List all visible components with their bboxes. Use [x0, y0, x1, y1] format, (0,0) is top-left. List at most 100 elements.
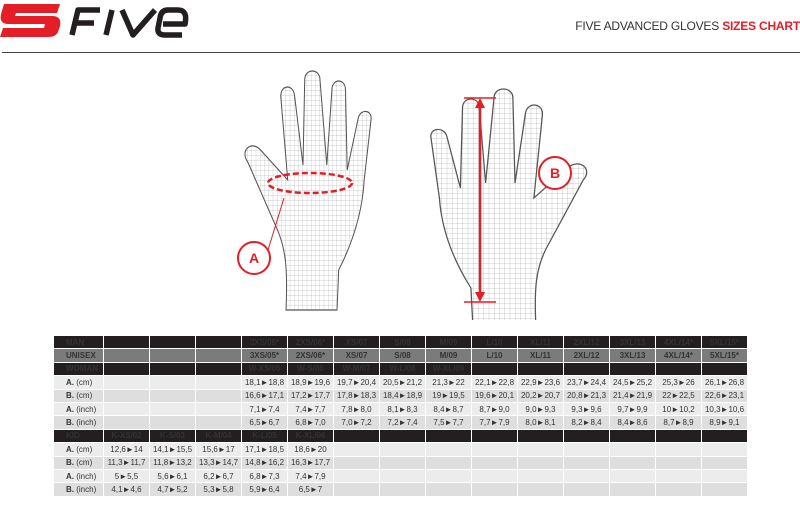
- table-cell: 19,6►20,1: [472, 389, 517, 402]
- row-label-text: (inch): [76, 404, 97, 414]
- table-cell: [656, 429, 701, 443]
- marker-a: A: [237, 197, 285, 275]
- table-cell: 10,3►10,6: [702, 402, 747, 416]
- table-cell: [150, 376, 195, 389]
- table-cell: [334, 443, 379, 456]
- row-label-letter: B.: [66, 484, 74, 494]
- table-cell: [196, 336, 241, 349]
- row-label-text: WOMAN: [66, 364, 98, 374]
- table-cell: 5►5,5: [104, 469, 149, 483]
- table-cell: [564, 469, 609, 483]
- table-cell: [104, 389, 149, 402]
- table-cell: [702, 443, 747, 456]
- table-row: UNISEX 3XS/05* 2XS/06* XS/07 S/08 M/09 L/10 XL/…: [54, 349, 747, 362]
- row-label-letter: A.: [66, 404, 74, 414]
- row-label: A. (cm): [54, 443, 103, 456]
- table-cell: [656, 483, 701, 496]
- table-cell: 18,1►18,8: [242, 376, 287, 389]
- table-cell: 4XL/14*: [656, 336, 701, 349]
- table-cell: [196, 362, 241, 376]
- table-cell: 16,3►17,7: [288, 456, 333, 469]
- table-cell: XL/11: [518, 349, 563, 362]
- table-cell: [472, 362, 517, 376]
- table-cell: 8,1►8,3: [380, 402, 425, 416]
- table-cell: [472, 483, 517, 496]
- table-cell: 7,1►7,4: [242, 402, 287, 416]
- table-cell: W-XS/05: [242, 362, 287, 376]
- table-row: A. (cm) 12,6►14 14,1►15,5 15,6►17 17,1►18,5 1…: [54, 443, 747, 456]
- table-cell: L/10: [472, 349, 517, 362]
- table-cell: [196, 389, 241, 402]
- table-cell: 20,8►21,3: [564, 389, 609, 402]
- table-cell: 6,8►7,3: [242, 469, 287, 483]
- row-label: A. (inch): [54, 469, 103, 483]
- table-cell: 16,6►17,1: [242, 389, 287, 402]
- row-label-text: UNISEX: [66, 351, 96, 361]
- table-cell: 9,3►9,6: [564, 402, 609, 416]
- table-cell: 13,3►14,7: [196, 456, 241, 469]
- table-cell: [610, 469, 655, 483]
- row-label-text: (cm): [76, 444, 93, 454]
- table-cell: [564, 456, 609, 469]
- table-cell: 8,2►8,4: [564, 416, 609, 429]
- row-label-text: (cm): [76, 377, 93, 387]
- table-cell: K-S/03: [150, 429, 195, 443]
- row-label-text: (inch): [76, 484, 97, 494]
- table-cell: [610, 483, 655, 496]
- title-prefix: FIVE ADVANCED GLOVES: [575, 19, 723, 33]
- table-cell: [196, 376, 241, 389]
- table-row: A. (inch) 5►5,5 5,6►6,1 6,2►6,7 6,8►7,3 7,4►7…: [54, 469, 747, 483]
- table-cell: 2XL/12: [564, 349, 609, 362]
- table-cell: K-XL/06: [288, 429, 333, 443]
- table-cell: 17,1►18,5: [242, 443, 287, 456]
- table-cell: W-M/07: [334, 362, 379, 376]
- table-cell: 4,1►4,6: [104, 483, 149, 496]
- table-cell: 2XL/12: [564, 336, 609, 349]
- table-cell: 7,4►7,7: [288, 402, 333, 416]
- marker-b-label: B: [550, 165, 560, 181]
- table-cell: 18,4►18,9: [380, 389, 425, 402]
- row-label-text: (inch): [76, 471, 97, 481]
- table-cell: K-L/05: [242, 429, 287, 443]
- table-cell: [104, 376, 149, 389]
- table-cell: 12,6►14: [104, 443, 149, 456]
- row-label-text: (cm): [76, 391, 93, 401]
- table-cell: XS/07: [334, 349, 379, 362]
- row-label: B. (inch): [54, 416, 103, 429]
- row-label: A. (inch): [54, 402, 103, 416]
- row-label-letter: A.: [66, 471, 74, 481]
- table-cell: [656, 443, 701, 456]
- table-cell: [104, 349, 149, 362]
- table-cell: [150, 349, 195, 362]
- table-cell: W-XL/09: [426, 362, 471, 376]
- page-title: FIVE ADVANCED GLOVES SIZES CHART: [575, 19, 800, 33]
- table-row: B. (cm) 16,6►17,1 17,2►17,7 17,8►18,3 18,4►1…: [54, 389, 747, 402]
- table-cell: L/10: [472, 336, 517, 349]
- table-cell: [518, 429, 563, 443]
- five-logo: [0, 4, 189, 38]
- table-cell: [104, 336, 149, 349]
- table-cell: [150, 389, 195, 402]
- table-cell: 8,0►8,1: [518, 416, 563, 429]
- table-cell: 6,2►6,7: [196, 469, 241, 483]
- table-cell: 26,1►26,8: [702, 376, 747, 389]
- row-label: B. (inch): [54, 483, 103, 496]
- table-cell: S/08: [380, 336, 425, 349]
- table-cell: XS/07: [334, 336, 379, 349]
- table-cell: 14,8►16,2: [242, 456, 287, 469]
- table-cell: 7,2►7,4: [380, 416, 425, 429]
- table-row: MAN 3XS/05* 2XS/06* XS/07 S/08 M/09 L/10 XL/11 2…: [54, 336, 747, 349]
- table-cell: M/09: [426, 349, 471, 362]
- row-label-text: MAN: [66, 337, 85, 347]
- table-cell: [150, 416, 195, 429]
- table-cell: [380, 443, 425, 456]
- table-cell: [334, 483, 379, 496]
- table-row: WOMAN W-XS/05 W-S/06 W-M/07 W-L/08 W-XL/09: [54, 362, 747, 376]
- table-cell: 18,6►20: [288, 443, 333, 456]
- table-cell: 19►19,5: [426, 389, 471, 402]
- table-cell: 23,7►24,4: [564, 376, 609, 389]
- table-cell: S/08: [380, 349, 425, 362]
- table-cell: [656, 469, 701, 483]
- table-cell: 3XS/05*: [242, 349, 287, 362]
